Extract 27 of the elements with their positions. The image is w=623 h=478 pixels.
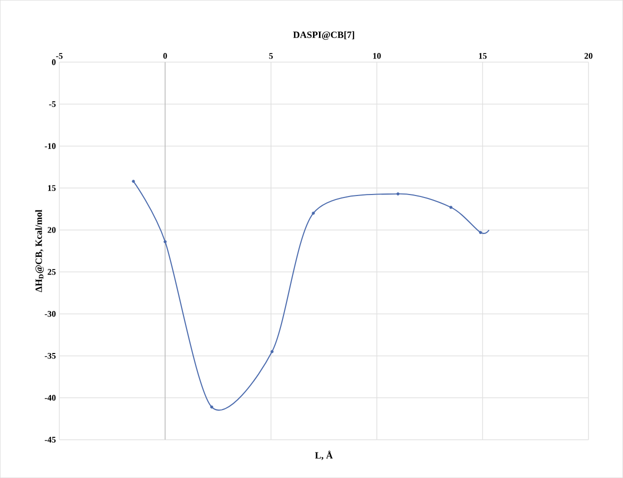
point	[396, 192, 400, 196]
y-axis-title: ΔH$_{D}$@CB, Kcal/mol	[35, 210, 44, 292]
y-tick-label: -35	[44, 352, 56, 359]
y-tick-label: 0	[52, 59, 56, 66]
point	[210, 405, 214, 409]
x-tick-label: 0	[163, 52, 167, 59]
x-tick-label: 5	[269, 53, 273, 59]
chart-title: DASPI@CB[7]	[293, 31, 354, 40]
x-tick-label: -5	[56, 53, 63, 59]
x-tick-label: 20	[584, 52, 592, 59]
y-tick-label: -30	[44, 310, 56, 317]
y-tick-label: 20	[48, 227, 56, 233]
y-tick-label: -40	[44, 394, 56, 401]
point	[164, 240, 167, 244]
x-axis-title: L, Å	[315, 450, 333, 460]
point	[270, 350, 274, 354]
point	[132, 180, 135, 183]
point	[312, 212, 315, 215]
y-tick-label: 15	[48, 185, 56, 191]
point	[479, 230, 482, 234]
point	[449, 206, 452, 209]
x-tick-label: 15	[479, 53, 487, 59]
y-tick-label: -5	[49, 101, 56, 107]
x-tick-label: 10	[373, 52, 381, 59]
y-tick-label: 25	[48, 269, 56, 275]
y-tick-label: -45	[44, 436, 56, 443]
y-tick-label: -10	[44, 143, 56, 149]
